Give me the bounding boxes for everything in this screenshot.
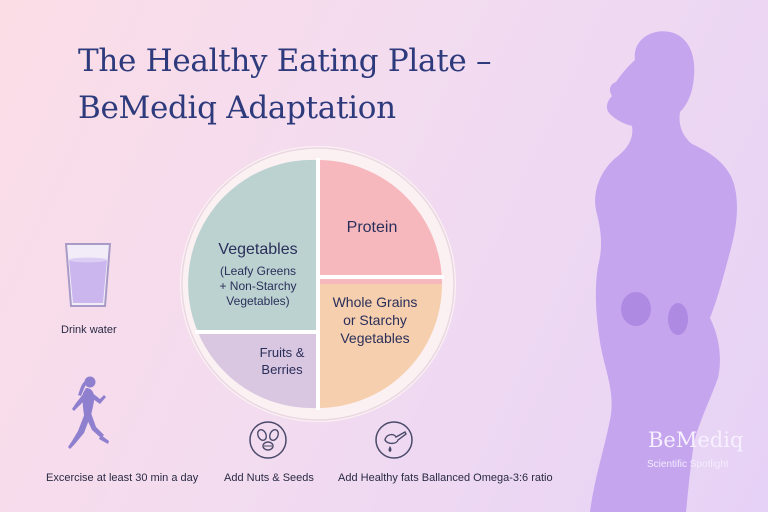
plate-rim-edge (181, 147, 455, 421)
plate-inner (188, 158, 444, 410)
woman-silhouette-icon (590, 31, 737, 512)
title-line-1: The Healthy Eating Plate – (78, 43, 492, 79)
fruits-line-2: Berries (261, 362, 303, 377)
grains-line-1: Whole Grains (333, 294, 418, 310)
glass-icon (64, 243, 112, 307)
vegetables-sub-3: Vegetables) (226, 294, 289, 308)
vegetables-label: Vegetables (218, 241, 297, 258)
vegetables-sub-1: (Leafy Greens (220, 264, 296, 278)
grains-line-3: Vegetables (340, 330, 409, 346)
grains-line-2: or Starchy (343, 312, 407, 328)
fats-label: Add Healthy fats Ballanced Omega-3:6 rat… (338, 472, 553, 484)
runner-icon (68, 376, 109, 449)
protein-section (318, 160, 442, 284)
vegetables-section (188, 159, 318, 330)
grains-section (318, 284, 442, 408)
brand-name: BeMediq (648, 428, 744, 452)
fruits-section (197, 330, 318, 409)
page-title: The Healthy Eating Plate – BeMediq Adapt… (78, 38, 491, 132)
oil-dropper-icon (375, 421, 413, 459)
title-line-2: BeMediq Adaptation (78, 90, 396, 126)
protein-label: Protein (347, 219, 398, 236)
vegetables-sub-2: + Non-Starchy (219, 279, 296, 293)
exercise-label: Excercise at least 30 min a day (46, 472, 199, 484)
drink-water-label: Drink water (61, 324, 117, 336)
brand-tagline: Scientific Spotlight (647, 459, 729, 470)
nuts-icon (249, 421, 287, 459)
healthy-plate: Vegetables (Leafy Greens + Non-Starchy V… (180, 146, 456, 422)
fruits-line-1: Fruits & (260, 345, 305, 360)
nuts-label: Add Nuts & Seeds (224, 472, 314, 484)
